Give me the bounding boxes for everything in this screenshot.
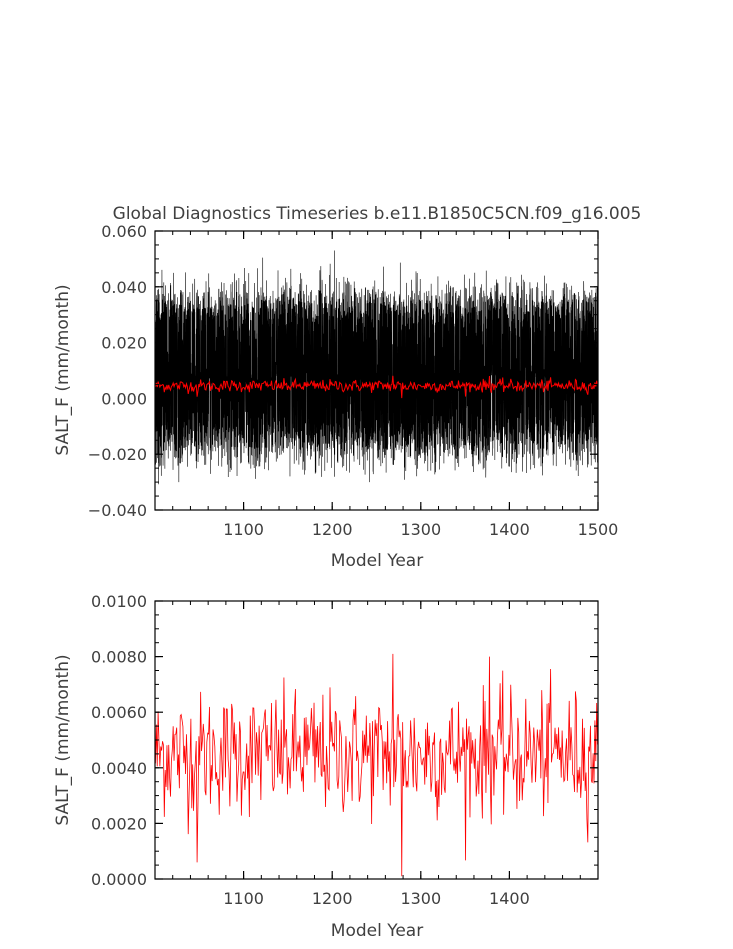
bottom-y-axis-label: SALT_F (mm/month) <box>53 654 73 825</box>
x-tick-label: 1200 <box>312 889 353 908</box>
red-annual-line <box>155 653 598 877</box>
bottom-x-axis-label: Model Year <box>331 921 423 941</box>
y-tick-label: 0.0060 <box>91 703 147 722</box>
y-tick-label: −0.040 <box>88 501 147 520</box>
x-tick-label: 1100 <box>223 889 264 908</box>
top-red-series <box>154 375 599 399</box>
top-x-axis-label: Model Year <box>331 551 423 571</box>
y-tick-label: 0.0020 <box>91 814 147 833</box>
x-tick-label: 1500 <box>578 520 619 539</box>
y-tick-label: 0.0040 <box>91 759 147 778</box>
top-chart: 1100 1200 1300 1400 1500 −0.040 −0.020 0.000 0.0… <box>53 222 618 571</box>
y-tick-label: 0.060 <box>101 222 147 241</box>
y-tick-label: 0.040 <box>101 278 147 297</box>
x-tick-label: 1100 <box>223 520 264 539</box>
bottom-chart: 1100 1200 1300 1400 0.0000 0.0020 0.0040 0.0060… <box>53 592 599 941</box>
y-tick-label: 0.0000 <box>91 870 147 889</box>
x-tick-label: 1300 <box>400 889 441 908</box>
y-tick-label: 0.020 <box>101 334 147 353</box>
black-monthly-line <box>154 250 599 485</box>
y-tick-label: −0.020 <box>88 445 147 464</box>
bottom-red-series <box>155 653 598 877</box>
x-tick-label: 1400 <box>489 520 530 539</box>
y-tick-label: 0.000 <box>101 389 147 408</box>
bottom-ticks: 1100 1200 1300 1400 0.0000 0.0020 0.0040 0.0060… <box>91 592 599 908</box>
top-ticks: 1100 1200 1300 1400 1500 −0.040 −0.020 0.000 0.0… <box>88 222 619 539</box>
x-tick-label: 1400 <box>489 889 530 908</box>
chart-title: Global Diagnostics Timeseries b.e11.B185… <box>113 204 642 224</box>
y-tick-label: 0.0080 <box>91 648 147 667</box>
top-y-axis-label: SALT_F (mm/month) <box>53 284 73 455</box>
top-black-series <box>154 250 599 485</box>
y-tick-label: 0.0100 <box>91 592 147 611</box>
red-annual-line <box>154 375 599 399</box>
x-tick-label: 1300 <box>400 520 441 539</box>
x-tick-label: 1200 <box>312 520 353 539</box>
